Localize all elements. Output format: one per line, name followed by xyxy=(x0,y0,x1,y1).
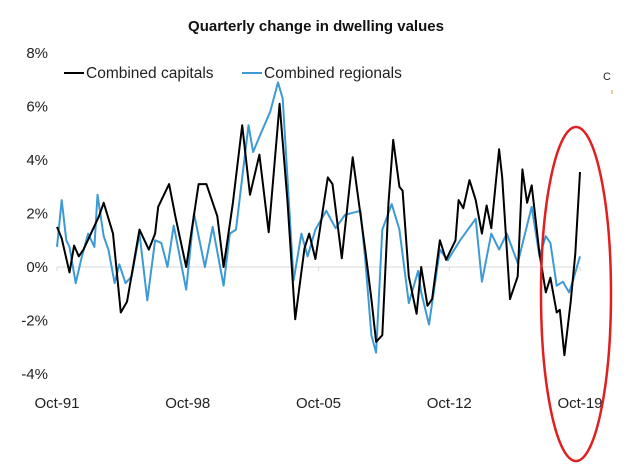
x-tick-label: Oct-91 xyxy=(34,395,79,412)
y-tick-label: -2% xyxy=(21,313,48,330)
y-axis: 8% 6% 4% 2% 0% -2% -4% xyxy=(21,45,48,383)
legend-label-regionals: Combined regionals xyxy=(264,65,402,82)
highlight-ellipse xyxy=(539,125,613,463)
series-line-capitals xyxy=(56,102,581,357)
legend: Combined capitals Combined regionals xyxy=(64,65,402,82)
x-axis: Oct-91 Oct-98 Oct-05 Oct-12 Oct-19 xyxy=(34,267,603,412)
x-tick-label: Oct-19 xyxy=(557,395,602,412)
y-tick-label: 8% xyxy=(26,45,48,62)
x-tick-label: Oct-12 xyxy=(427,395,472,412)
y-tick-label: 4% xyxy=(26,152,48,169)
legend-label-capitals: Combined capitals xyxy=(86,65,214,82)
y-tick-label: 6% xyxy=(26,99,48,116)
series-line-regionals xyxy=(56,81,581,354)
y-tick-label: -4% xyxy=(21,366,48,383)
y-tick-label: 2% xyxy=(26,206,48,223)
chart-title: Quarterly change in dwelling values xyxy=(188,18,444,35)
x-tick-label: Oct-05 xyxy=(296,395,341,412)
cropped-annotation-text: C xyxy=(603,71,611,83)
y-tick-label: 0% xyxy=(26,259,48,276)
plot-area xyxy=(56,81,581,357)
x-tick-label: Oct-98 xyxy=(165,395,210,412)
